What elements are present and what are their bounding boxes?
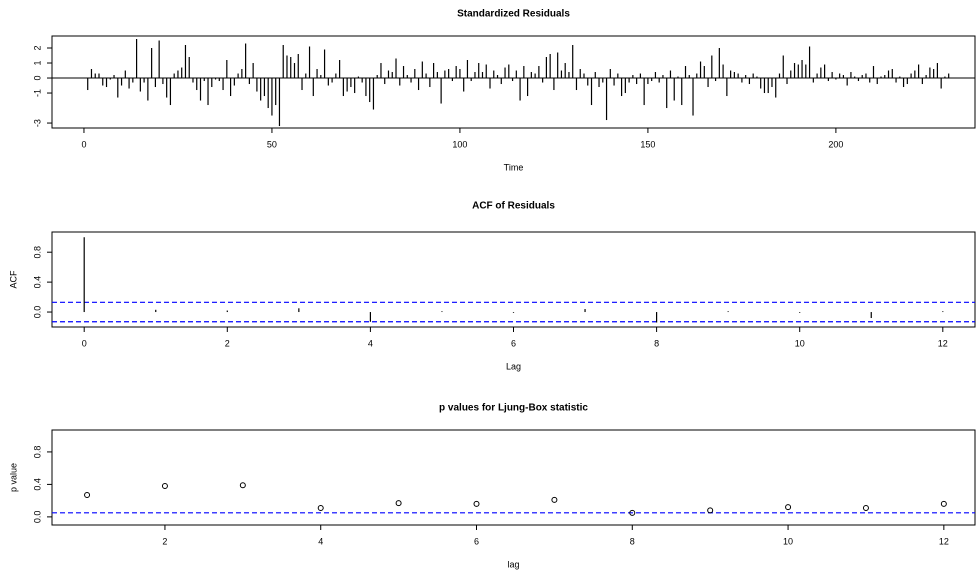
chart-title: p values for Ljung-Box statistic bbox=[439, 403, 588, 414]
chart-title: ACF of Residuals bbox=[472, 201, 555, 212]
x-tick-label: 2 bbox=[225, 338, 230, 348]
point bbox=[940, 500, 947, 507]
point bbox=[161, 483, 168, 490]
chart-title: Standardized Residuals bbox=[457, 9, 570, 20]
y-tick-label: 0.8 bbox=[32, 446, 42, 459]
y-tick-label: 0 bbox=[32, 76, 42, 81]
x-tick-label: 50 bbox=[267, 139, 277, 149]
point bbox=[239, 482, 246, 489]
y-axis-label: ACF bbox=[8, 270, 18, 289]
point bbox=[395, 500, 402, 507]
x-tick-label: 100 bbox=[452, 139, 467, 149]
x-tick-label: 8 bbox=[630, 536, 635, 546]
x-tick-label: 6 bbox=[474, 536, 479, 546]
point bbox=[317, 504, 324, 511]
x-axis-label: lag bbox=[507, 559, 519, 569]
y-tick-label: 0.0 bbox=[32, 306, 42, 319]
point bbox=[862, 504, 869, 511]
x-tick-label: 6 bbox=[511, 338, 516, 348]
y-tick-label: 0.8 bbox=[32, 246, 42, 259]
y-tick-label: 0.4 bbox=[32, 276, 42, 289]
x-tick-label: 4 bbox=[368, 338, 373, 348]
x-tick-label: 10 bbox=[795, 338, 805, 348]
point bbox=[707, 507, 714, 514]
y-axis-label: p value bbox=[8, 463, 18, 492]
x-tick-label: 200 bbox=[828, 139, 843, 149]
x-tick-label: 0 bbox=[81, 139, 86, 149]
point bbox=[629, 509, 636, 516]
x-tick-label: 10 bbox=[783, 536, 793, 546]
y-tick-label: -3 bbox=[32, 119, 42, 127]
y-tick-label: 2 bbox=[32, 45, 42, 50]
x-tick-label: 4 bbox=[318, 536, 323, 546]
y-tick-label: -1 bbox=[32, 89, 42, 97]
x-tick-label: 12 bbox=[939, 536, 949, 546]
x-tick-label: 150 bbox=[640, 139, 655, 149]
x-axis-label: Time bbox=[504, 162, 524, 172]
y-tick-label: 0.0 bbox=[32, 511, 42, 524]
point bbox=[785, 504, 792, 511]
x-tick-label: 0 bbox=[82, 338, 87, 348]
plot-frame bbox=[51, 35, 976, 129]
x-axis-label: Lag bbox=[506, 361, 521, 371]
x-tick-label: 2 bbox=[162, 536, 167, 546]
point bbox=[84, 491, 91, 498]
y-tick-label: 0.4 bbox=[32, 478, 42, 491]
y-tick-label: 1 bbox=[32, 61, 42, 66]
plot-frame bbox=[51, 429, 976, 526]
point bbox=[473, 500, 480, 507]
x-tick-label: 8 bbox=[654, 338, 659, 348]
x-tick-label: 12 bbox=[938, 338, 948, 348]
point bbox=[551, 496, 558, 503]
